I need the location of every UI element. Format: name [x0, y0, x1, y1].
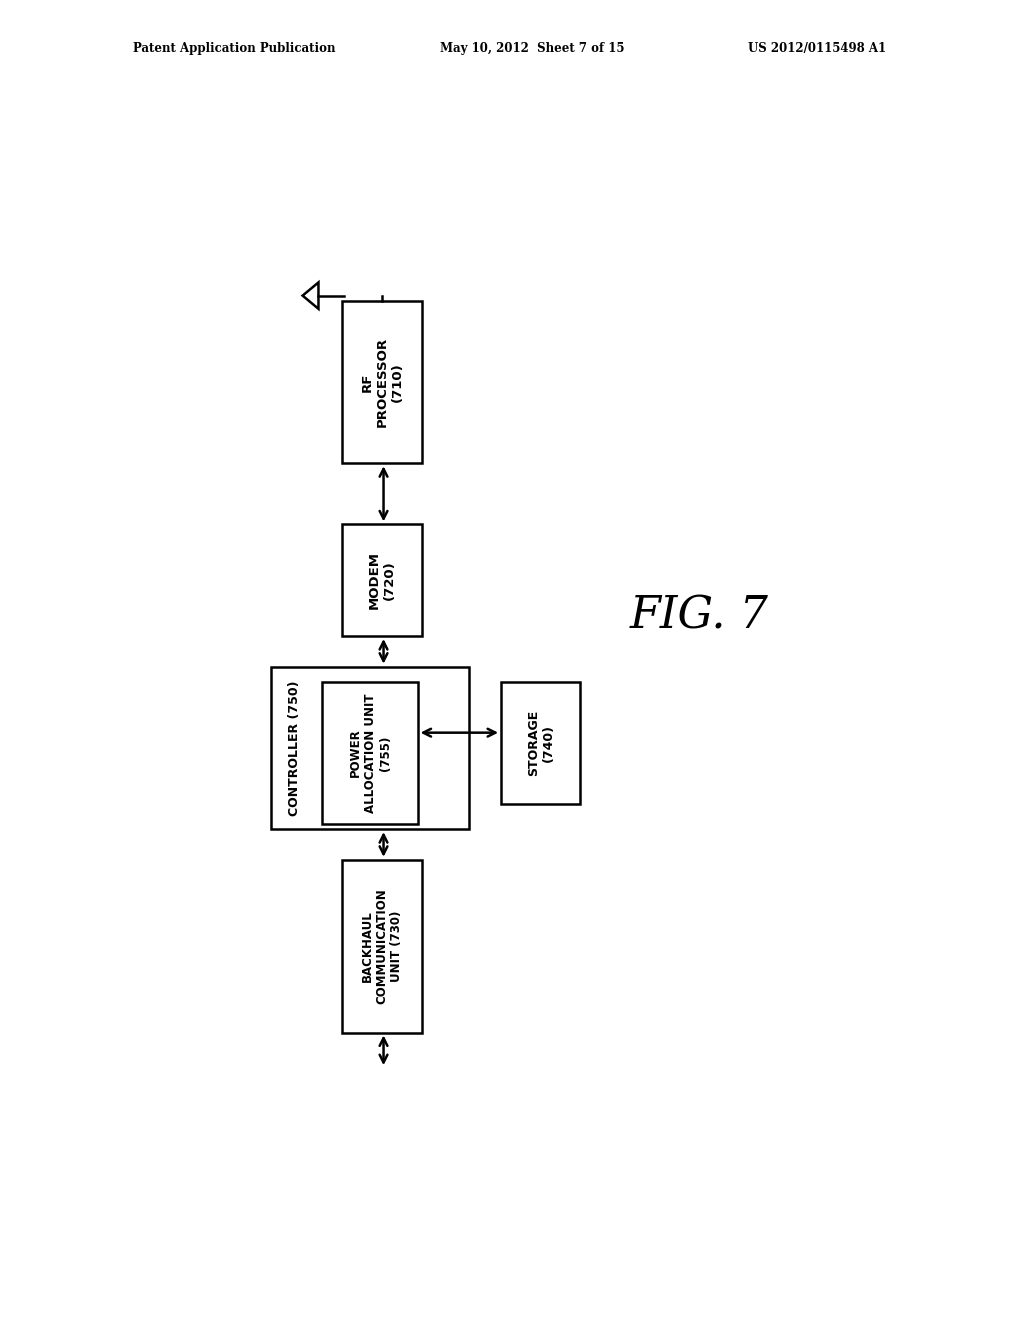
- Text: US 2012/0115498 A1: US 2012/0115498 A1: [748, 42, 886, 55]
- Bar: [323, 682, 418, 824]
- Text: CONTROLLER (750): CONTROLLER (750): [288, 680, 301, 816]
- Text: May 10, 2012  Sheet 7 of 15: May 10, 2012 Sheet 7 of 15: [440, 42, 625, 55]
- Bar: [501, 682, 581, 804]
- Bar: [270, 667, 469, 829]
- Text: Patent Application Publication: Patent Application Publication: [133, 42, 336, 55]
- Bar: [342, 301, 422, 463]
- Bar: [342, 859, 422, 1032]
- Text: FIG. 7: FIG. 7: [630, 594, 769, 638]
- Text: RF
PROCESSOR
(710): RF PROCESSOR (710): [360, 337, 403, 428]
- Text: POWER
ALLOCATION UNIT
(755): POWER ALLOCATION UNIT (755): [348, 693, 391, 813]
- Text: BACKHAUL
COMMUNICATION
UNIT (730): BACKHAUL COMMUNICATION UNIT (730): [360, 888, 403, 1005]
- Bar: [342, 524, 422, 636]
- Text: STORAGE
(740): STORAGE (740): [526, 710, 555, 776]
- Text: MODEM
(720): MODEM (720): [368, 552, 396, 610]
